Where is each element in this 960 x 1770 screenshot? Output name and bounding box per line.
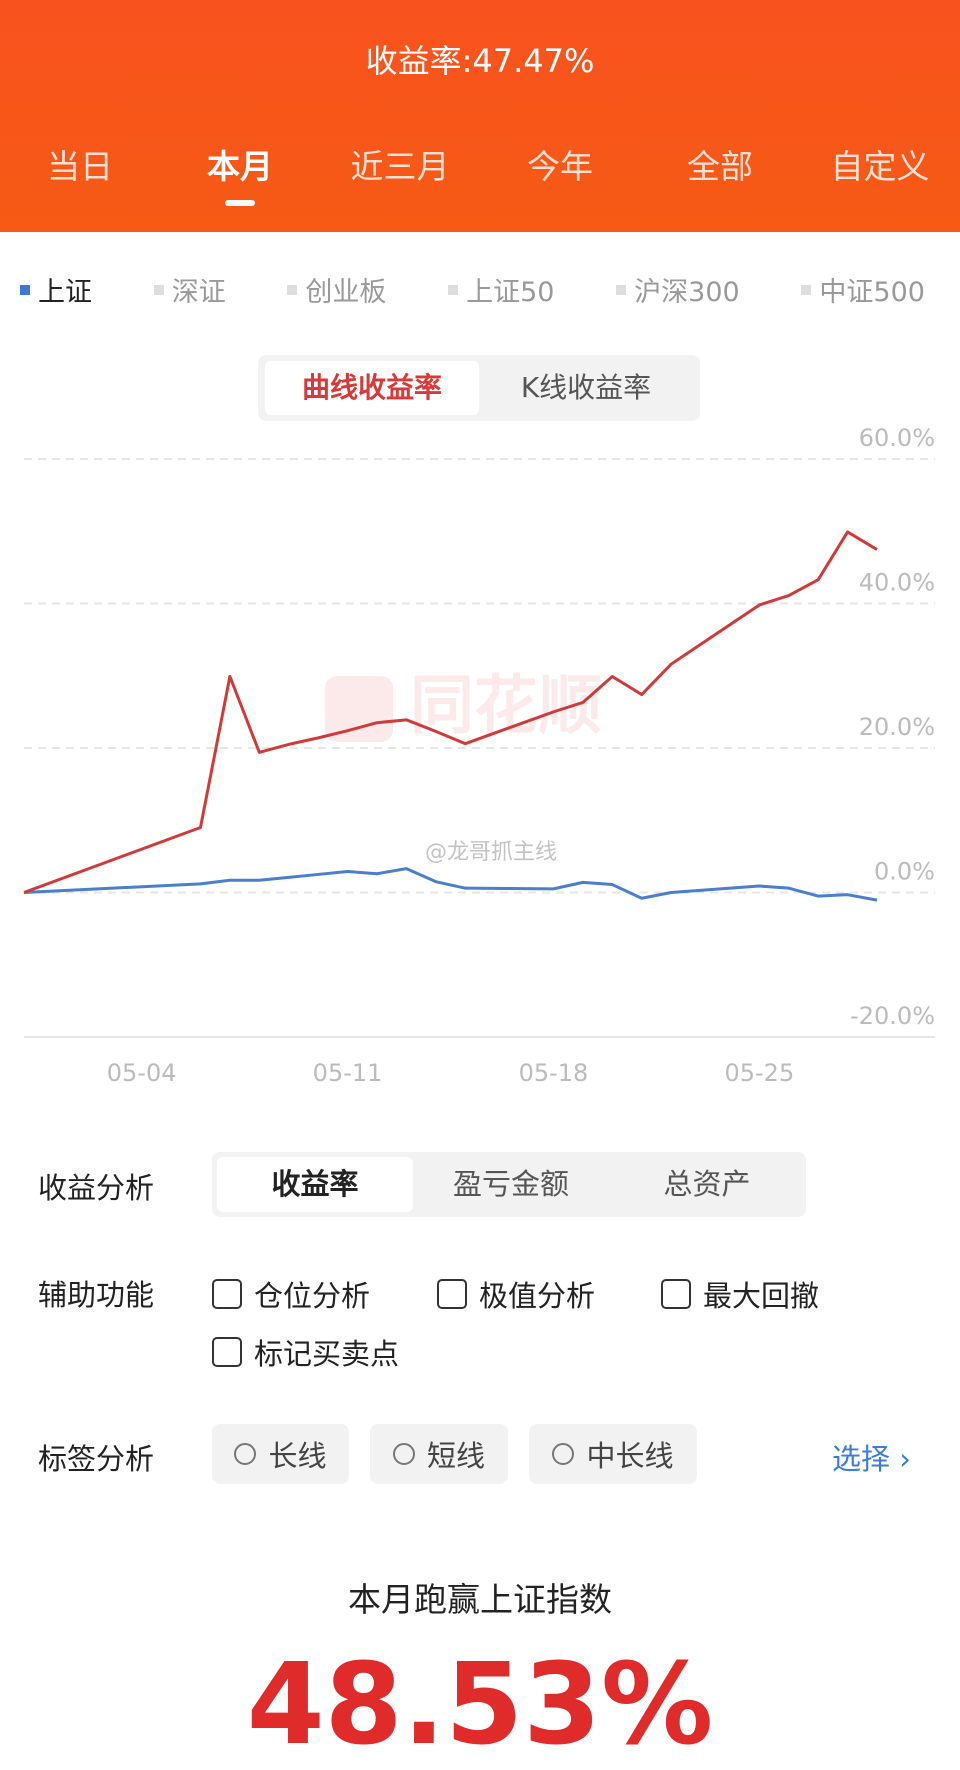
- radio[interactable]: [392, 1443, 415, 1465]
- header-title: 收益率:47.47%: [365, 42, 595, 80]
- index-label[interactable]: 深证: [171, 277, 226, 308]
- x-tick-label: 05-11: [313, 1059, 383, 1087]
- tag-pill[interactable]: 中长线: [529, 1424, 697, 1484]
- tag-label[interactable]: 中长线: [586, 1439, 674, 1473]
- tag-label[interactable]: 短线: [426, 1439, 485, 1473]
- index-marker: [153, 284, 164, 295]
- period-tabs: 当日 本月 近三月 今年 全部 自定义: [0, 140, 960, 210]
- checkbox[interactable]: [661, 1279, 691, 1309]
- radio[interactable]: [552, 1443, 575, 1465]
- index-marker: [448, 284, 459, 295]
- header: 收益率:47.47% 当日 本月 近三月 今年 全部 自定义: [0, 0, 960, 232]
- mode-option[interactable]: 曲线收益率: [265, 361, 479, 415]
- row-label: 收益分析: [38, 1171, 155, 1205]
- checkbox-option[interactable]: 最大回撤: [661, 1273, 819, 1315]
- checkbox-label[interactable]: 标记买卖点: [254, 1337, 400, 1371]
- checkbox[interactable]: [212, 1337, 242, 1367]
- y-tick-label: 60.0%: [859, 424, 935, 452]
- y-tick-label: 0.0%: [874, 858, 935, 886]
- tag-pill[interactable]: 短线: [370, 1424, 508, 1484]
- checkbox[interactable]: [437, 1279, 467, 1309]
- index-tabs: 上证 深证 创业板 上证50 沪深300 中证500: [20, 270, 925, 309]
- index-tab[interactable]: 上证50: [448, 270, 554, 309]
- checkbox-option[interactable]: 极值分析: [437, 1273, 595, 1315]
- period-tab[interactable]: 全部: [687, 147, 753, 186]
- index-tab[interactable]: 中证500: [801, 270, 925, 309]
- index-marker: [616, 284, 627, 295]
- x-tick-label: 05-18: [519, 1059, 589, 1087]
- index-marker: [801, 284, 812, 295]
- line-series: [23, 867, 878, 902]
- index-marker: [20, 284, 30, 295]
- watermark-logo: [325, 676, 393, 742]
- summary-value: 48.53%: [246, 1640, 714, 1770]
- period-tab[interactable]: 本月: [160, 140, 320, 210]
- chart-mode-toggle: 曲线收益率 K线收益率: [258, 355, 700, 421]
- tag-label[interactable]: 长线: [268, 1439, 327, 1473]
- checkbox-label[interactable]: 极值分析: [479, 1279, 596, 1313]
- index-label[interactable]: 沪深300: [634, 277, 740, 308]
- index-marker: [287, 284, 298, 295]
- x-tick-label: 05-25: [724, 1059, 794, 1087]
- index-label[interactable]: 创业板: [305, 277, 387, 308]
- analysis-option[interactable]: 收益率: [217, 1157, 413, 1212]
- index-tab[interactable]: 创业板: [287, 270, 386, 309]
- checkbox-option[interactable]: 标记买卖点: [212, 1331, 399, 1373]
- watermark: @龙哥抓主线: [425, 840, 557, 865]
- analysis-option[interactable]: 总资产: [663, 1167, 751, 1201]
- period-tab[interactable]: 今年: [527, 147, 593, 186]
- row-label: 标签分析: [38, 1442, 155, 1476]
- select-link[interactable]: 选择 ›: [832, 1442, 911, 1476]
- period-tab[interactable]: 近三月: [350, 147, 450, 186]
- y-tick-label: -20.0%: [850, 1002, 935, 1030]
- checkbox-label[interactable]: 最大回撤: [703, 1279, 820, 1313]
- index-label[interactable]: 中证500: [819, 277, 925, 308]
- index-tab[interactable]: 沪深300: [616, 270, 740, 309]
- checkbox-option[interactable]: 仓位分析: [212, 1273, 370, 1315]
- mode-option[interactable]: K线收益率: [520, 371, 652, 404]
- select-text[interactable]: 选择: [832, 1442, 891, 1476]
- period-tab[interactable]: 自定义: [830, 147, 930, 186]
- x-tick-label: 05-04: [107, 1059, 177, 1087]
- radio[interactable]: [234, 1443, 257, 1465]
- checkbox[interactable]: [212, 1279, 242, 1309]
- line-series: [23, 530, 878, 894]
- index-label[interactable]: 上证: [38, 277, 92, 308]
- y-tick-label: 20.0%: [859, 713, 935, 741]
- index-label[interactable]: 上证50: [466, 277, 555, 308]
- analysis-toggle: 收益率 盈亏金额 总资产: [212, 1152, 806, 1217]
- period-tab[interactable]: 当日: [47, 147, 113, 186]
- y-tick-label: 40.0%: [859, 569, 935, 597]
- index-tab[interactable]: 深证: [153, 270, 226, 309]
- summary-title: 本月跑赢上证指数: [348, 1580, 612, 1619]
- checkbox-label[interactable]: 仓位分析: [254, 1279, 371, 1313]
- index-tab[interactable]: 上证: [20, 270, 92, 309]
- tag-pill[interactable]: 长线: [212, 1424, 349, 1484]
- analysis-option[interactable]: 盈亏金额: [452, 1167, 569, 1201]
- row-label: 辅助功能: [38, 1278, 155, 1312]
